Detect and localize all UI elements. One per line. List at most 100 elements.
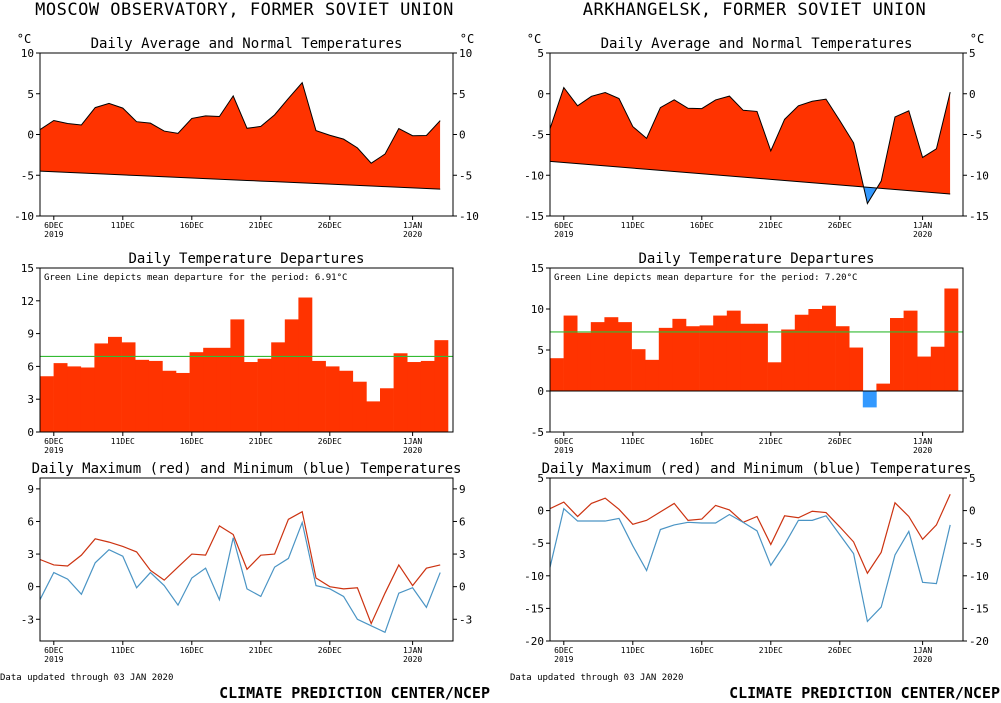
departure-bar: [808, 309, 823, 391]
y-tick-label-right: -15: [969, 602, 989, 615]
departure-bar: [835, 326, 850, 391]
x-tick-label: 21DEC: [759, 437, 783, 446]
x-tick-year: 2019: [44, 655, 63, 664]
departure-bar: [903, 310, 918, 391]
x-tick-year: 2019: [554, 446, 573, 455]
y-tick-label: 9: [27, 483, 34, 496]
departure-bar: [862, 391, 877, 408]
departure-bar: [352, 381, 367, 432]
y-tick-label: 15: [531, 262, 544, 275]
x-tick-label: 26DEC: [828, 646, 852, 655]
y-tick-label-right: -10: [969, 570, 989, 583]
daily-average-line: [549, 86, 951, 205]
departure-bar: [849, 347, 864, 391]
departure-bar: [658, 327, 673, 391]
plot-frame: [39, 477, 454, 642]
departure-bar: [312, 360, 326, 432]
station-title: MOSCOW OBSERVATORY, FORMER SOVIET UNION: [35, 0, 454, 20]
departure-bar: [230, 319, 245, 432]
departure-bar: [298, 297, 313, 432]
dep-chart: Daily Temperature Departures Green Line d…: [531, 251, 964, 455]
station-title: ARKHANGELSK, FORMER SOVIET UNION: [583, 0, 927, 20]
departure-bar: [699, 325, 714, 391]
x-tick-label: 26DEC: [318, 221, 342, 230]
y-tick-label-right: -10: [969, 169, 989, 182]
y-tick-label-right: -5: [459, 169, 472, 182]
departure-bar: [590, 322, 605, 391]
y-tick-label: 0: [537, 88, 544, 101]
credit-label: CLIMATE PREDICTION CENTER/NCEP: [729, 684, 1000, 702]
departure-bar: [876, 383, 891, 391]
y-tick-label-right: 3: [459, 548, 466, 561]
chart-title: Daily Temperature Departures: [128, 251, 364, 267]
departure-bar: [672, 318, 687, 391]
mean-departure-note: Green Line depicts mean departure for th…: [44, 273, 347, 283]
y-tick-label: 5: [537, 344, 544, 357]
x-tick-label: 11DEC: [111, 646, 135, 655]
y-tick-label-right: 0: [969, 505, 976, 518]
x-tick-label: 16DEC: [690, 221, 714, 230]
departure-bar: [366, 401, 381, 432]
departure-bar: [407, 362, 422, 432]
y-tick-label: -10: [14, 210, 34, 223]
departure-bar: [822, 305, 836, 391]
station-panel-0: MOSCOW OBSERVATORY, FORMER SOVIET UNION D…: [0, 0, 490, 702]
x-tick-label: 26DEC: [318, 646, 342, 655]
departure-bar: [930, 346, 945, 391]
x-tick-label: 6DEC: [554, 646, 573, 655]
mm-chart: Daily Maximum (red) and Minimum (blue) T…: [524, 461, 989, 664]
mean-departure-note: Green Line depicts mean departure for th…: [554, 273, 857, 283]
departure-bar: [325, 366, 340, 432]
unit-label-right: °C: [970, 32, 984, 46]
x-tick-label: 6DEC: [554, 221, 573, 230]
normal-line: [549, 160, 951, 195]
x-tick-label: 6DEC: [44, 437, 63, 446]
x-tick-year: 2019: [554, 230, 573, 239]
daily-average-line: [39, 81, 441, 164]
departure-bar: [713, 315, 728, 391]
departure-bar: [148, 360, 163, 432]
mm-chart: Daily Maximum (red) and Minimum (blue) T…: [21, 461, 473, 664]
departure-bar: [162, 370, 177, 432]
x-tick-label: 26DEC: [828, 221, 852, 230]
x-tick-year: 2020: [913, 655, 932, 664]
x-tick-year: 2020: [403, 230, 422, 239]
y-tick-label: 10: [21, 47, 34, 60]
y-tick-label: 5: [27, 88, 34, 101]
y-tick-label: -10: [524, 169, 544, 182]
above-normal-area: [550, 87, 951, 194]
x-tick-label: 16DEC: [180, 437, 204, 446]
dep-chart: Daily Temperature Departures Green Line d…: [21, 251, 454, 455]
x-tick-label: 16DEC: [180, 646, 204, 655]
chart-title: Daily Average and Normal Temperatures: [601, 36, 913, 52]
y-tick-label: -15: [524, 602, 544, 615]
unit-label-right: °C: [460, 32, 474, 46]
departure-bar: [244, 362, 258, 432]
departure-bar: [40, 376, 54, 432]
chart-title: Daily Maximum (red) and Minimum (blue) T…: [32, 461, 462, 477]
departure-bar: [604, 317, 619, 391]
x-tick-label: 16DEC: [690, 437, 714, 446]
data-updated-note: Data updated through 03 JAN 2020: [0, 673, 173, 683]
departure-bar: [135, 359, 150, 432]
y-tick-label: 12: [21, 295, 34, 308]
departure-bar: [284, 319, 299, 432]
y-tick-label: 6: [27, 360, 34, 373]
unit-label-left: °C: [17, 32, 31, 46]
y-tick-label: 0: [27, 426, 34, 439]
y-tick-label: 10: [531, 303, 544, 316]
y-tick-label: 0: [27, 129, 34, 142]
y-tick-label-right: 0: [459, 129, 466, 142]
departure-bar: [618, 322, 632, 391]
departure-bar: [645, 359, 660, 391]
departure-bar: [686, 326, 700, 391]
departure-bar: [80, 367, 95, 432]
y-tick-label: 3: [27, 548, 34, 561]
y-tick-label-right: 5: [459, 88, 466, 101]
departure-bar: [216, 347, 231, 432]
departure-bar: [726, 310, 741, 391]
x-tick-label: 21DEC: [249, 221, 273, 230]
y-tick-label: 0: [537, 385, 544, 398]
x-tick-label: 6DEC: [44, 646, 63, 655]
